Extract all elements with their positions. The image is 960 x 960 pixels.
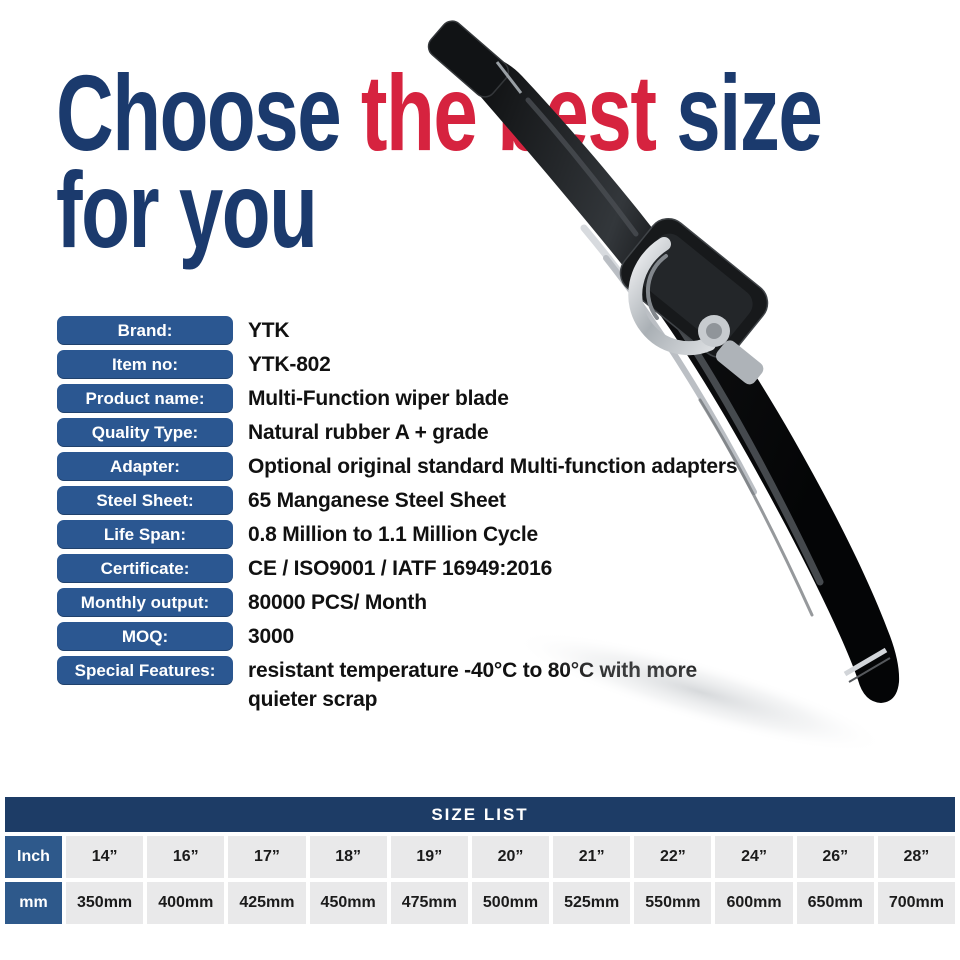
spec-row: Adapter: Optional original standard Multi… — [57, 452, 757, 481]
size-cell: 450mm — [309, 882, 387, 924]
spec-label-pill: Quality Type: — [57, 418, 233, 447]
size-cell: 26” — [796, 836, 874, 878]
size-cell: 16” — [147, 836, 225, 878]
headline: Choose the best size for you — [56, 59, 823, 270]
size-cell: 22” — [634, 836, 712, 878]
spec-value: 0.8 Million to 1.1 Million Cycle — [248, 523, 538, 546]
spec-row: Life Span: 0.8 Million to 1.1 Million Cyc… — [57, 520, 757, 549]
size-cell: 20” — [471, 836, 550, 878]
headline-line2: for you — [56, 149, 318, 270]
size-list-table: SIZE LIST Inch 14” 16” 17” 18” 19” 20” 21” 22” 24… — [5, 797, 955, 924]
size-cell: 475mm — [390, 882, 468, 924]
spec-label-pill: Certificate: — [57, 554, 233, 583]
spec-value: Multi-Function wiper blade — [248, 387, 509, 410]
spec-label-pill: Steel Sheet: — [57, 486, 233, 515]
headline-line1: Choose the best size — [56, 59, 823, 167]
spec-value: YTK-802 — [248, 353, 331, 376]
spec-value: resistant temperature -40°C to 80°C with… — [248, 659, 697, 711]
spec-label-pill: Adapter: — [57, 452, 233, 481]
size-cell: 650mm — [796, 882, 874, 924]
spec-row: Monthly output: 80000 PCS/ Month — [57, 588, 757, 617]
size-cell: 550mm — [634, 882, 712, 924]
size-cell: 350mm — [66, 882, 144, 924]
size-row-header: mm — [5, 882, 62, 924]
spec-row: Item no: YTK-802 — [57, 350, 757, 379]
size-cell: 400mm — [147, 882, 225, 924]
spec-row: Brand: YTK — [57, 316, 757, 345]
size-row-header: Inch — [5, 836, 62, 878]
size-cell: 525mm — [553, 882, 631, 924]
spec-label-pill: Monthly output: — [57, 588, 233, 617]
spec-value: YTK — [248, 319, 290, 342]
spec-row: Steel Sheet: 65 Manganese Steel Sheet — [57, 486, 757, 515]
spec-label-pill: Life Span: — [57, 520, 233, 549]
spec-value: Optional original standard Multi-functio… — [248, 455, 738, 478]
spec-label-pill: MOQ: — [57, 622, 233, 651]
headline-part2-red: the best — [360, 52, 657, 173]
spec-list: Brand: YTK Item no: YTK-802 Product name: Mul… — [57, 316, 757, 719]
spec-value: Natural rubber A + grade — [248, 421, 489, 444]
spec-row: Quality Type: Natural rubber A + grade — [57, 418, 757, 447]
size-cell: 700mm — [877, 882, 955, 924]
size-cell: 14” — [66, 836, 144, 878]
spec-label-pill: Special Features: — [57, 656, 233, 685]
size-cell: 19” — [390, 836, 468, 878]
size-cell: 600mm — [715, 882, 793, 924]
size-cell: 17” — [228, 836, 306, 878]
size-cell: 21” — [553, 836, 631, 878]
size-cell: 24” — [715, 836, 793, 878]
spec-value: 80000 PCS/ Month — [248, 591, 427, 614]
spec-label-pill: Brand: — [57, 316, 233, 345]
size-list-title: SIZE LIST — [5, 797, 955, 832]
spec-label-pill: Product name: — [57, 384, 233, 413]
spec-row: MOQ: 3000 — [57, 622, 757, 651]
spec-value: 65 Manganese Steel Sheet — [248, 489, 506, 512]
size-row-mm: mm 350mm 400mm 425mm 450mm 475mm 500mm 525mm 550… — [5, 882, 955, 924]
size-cell: 18” — [309, 836, 387, 878]
size-cell: 425mm — [228, 882, 306, 924]
headline-part1: Choose — [56, 52, 361, 173]
spec-row: Special Features: resistant temperature -… — [57, 656, 757, 714]
size-cell: 500mm — [471, 882, 550, 924]
size-cell: 28” — [877, 836, 955, 878]
spec-row: Product name: Multi-Function wiper blade — [57, 384, 757, 413]
spec-label-pill: Item no: — [57, 350, 233, 379]
size-row-inch: Inch 14” 16” 17” 18” 19” 20” 21” 22” 24” 26” 28” — [5, 836, 955, 878]
blade-tip-ring — [843, 647, 891, 683]
spec-value: CE / ISO9001 / IATF 16949:2016 — [248, 557, 553, 580]
spec-value: 3000 — [248, 625, 294, 648]
spec-row: Certificate: CE / ISO9001 / IATF 16949:20… — [57, 554, 757, 583]
headline-part3: size — [655, 52, 823, 173]
